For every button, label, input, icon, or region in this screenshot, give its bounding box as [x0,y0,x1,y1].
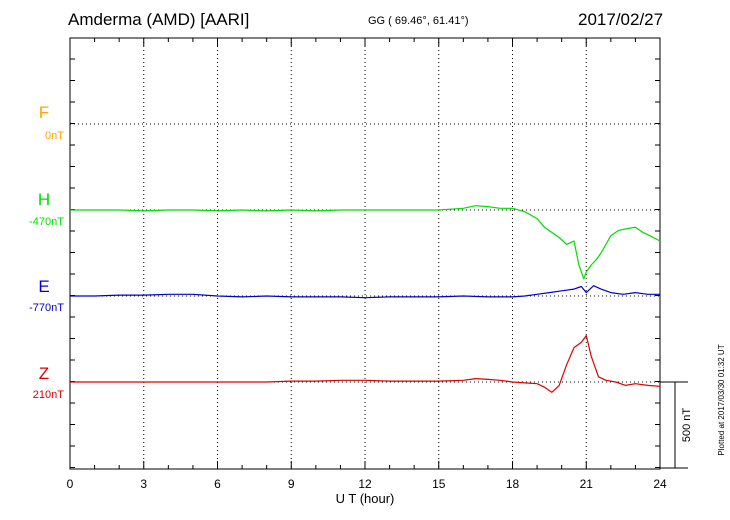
x-tick-label: 3 [140,477,147,491]
x-tick-label: 15 [432,477,446,491]
x-tick-label: 6 [214,477,221,491]
series-label-E: E [38,277,49,296]
series-offset-F: 0nT [45,130,64,142]
x-tick-label: 12 [358,477,372,491]
plotted-at-note: Plotted at 2017/03/30 01:32 UT [717,344,726,455]
x-tick-label: 21 [580,477,594,491]
station-title: Amderma (AMD) [AARI] [68,10,250,29]
scale-bar-label: 500 nT [681,408,693,443]
x-tick-label: 9 [288,477,295,491]
series-offset-H: -470nT [29,216,64,228]
series-label-H: H [38,190,50,209]
series-label-Z: Z [39,364,49,383]
x-tick-label: 24 [653,477,667,491]
x-tick-label: 0 [67,477,74,491]
series-offset-E: -770nT [29,302,64,314]
series-offset-Z: 210nT [33,389,64,401]
x-tick-label: 18 [506,477,520,491]
series-line-Z [70,335,661,393]
series-label-F: F [39,103,49,122]
plot-date: 2017/02/27 [578,10,664,29]
series-line-H [70,205,661,280]
x-axis-label: U T (hour) [336,491,395,506]
series-line-E [70,285,660,299]
station-coords: GG ( 69.46°, 61.41°) [368,15,469,27]
